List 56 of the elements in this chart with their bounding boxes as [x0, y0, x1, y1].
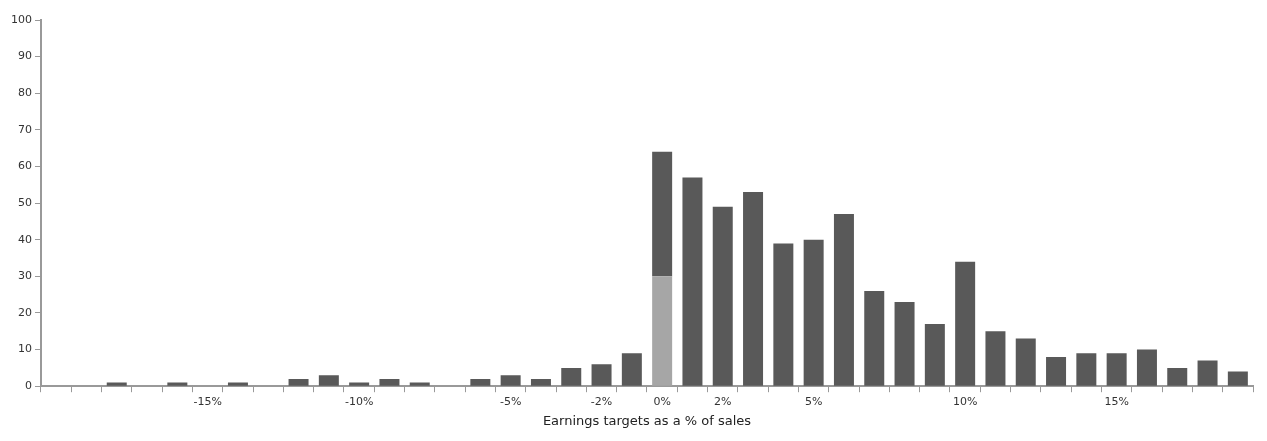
bar: [1167, 367, 1188, 386]
bar: [833, 214, 854, 386]
y-tick-label: 40: [18, 232, 32, 246]
y-tick-label: 0: [25, 379, 32, 393]
bar: [682, 177, 703, 386]
y-tick-label: 70: [18, 122, 32, 136]
bar: [894, 301, 915, 386]
bar: [1136, 349, 1157, 386]
bar: [379, 378, 400, 386]
bar: [1197, 360, 1218, 386]
bar: [1015, 338, 1036, 386]
y-tick-label: 90: [18, 49, 32, 63]
bar: [500, 375, 521, 386]
bar: [803, 239, 824, 386]
y-tick-label: 20: [18, 305, 32, 319]
bar: [167, 382, 188, 386]
x-tick-label: -2%: [590, 394, 613, 408]
bar: [712, 206, 733, 386]
bar: [470, 378, 491, 386]
x-tick-label: 2%: [714, 394, 732, 408]
bar: [743, 192, 764, 386]
bar: [288, 378, 309, 386]
bar: [924, 323, 945, 386]
bar: [1106, 353, 1127, 386]
bar: [864, 290, 885, 386]
x-tick-label: 10%: [952, 394, 978, 408]
bar: [591, 364, 612, 386]
bar: [1046, 356, 1067, 386]
bar: [985, 331, 1006, 386]
x-tick-label: 0%: [653, 394, 671, 408]
x-tick-label: -5%: [499, 394, 522, 408]
bar: [621, 353, 642, 386]
y-tick-label: 10: [18, 342, 32, 356]
bar: [652, 276, 673, 386]
y-tick-label: 80: [18, 86, 32, 100]
bar: [955, 261, 976, 386]
x-tick-label: -10%: [344, 394, 374, 408]
x-tick-label: 5%: [804, 394, 823, 408]
bar: [349, 382, 370, 386]
bar: [561, 367, 582, 386]
x-axis-title: Earnings targets as a % of sales: [542, 412, 752, 428]
y-tick-label: 100: [11, 12, 32, 26]
y-tick-label: 60: [18, 159, 32, 173]
y-tick-label: 50: [18, 195, 32, 209]
bar: [1076, 353, 1097, 386]
x-tick-label: -15%: [193, 394, 222, 408]
bar: [318, 375, 339, 386]
bar: [106, 382, 127, 386]
bar: [652, 151, 673, 277]
x-tick-label: 15%: [1104, 394, 1129, 408]
y-tick-label: 30: [18, 269, 32, 283]
bar: [1227, 371, 1248, 386]
bar: [530, 378, 551, 386]
bar: [773, 243, 794, 386]
bar: [409, 382, 430, 386]
bar: [227, 382, 248, 386]
